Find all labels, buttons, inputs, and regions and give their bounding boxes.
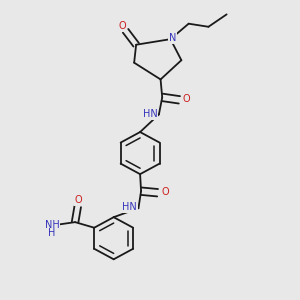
- Text: O: O: [183, 94, 190, 104]
- Text: O: O: [75, 196, 82, 206]
- Text: N: N: [169, 33, 176, 43]
- Text: NH: NH: [45, 220, 59, 230]
- Text: O: O: [118, 21, 126, 31]
- Text: H: H: [48, 228, 56, 238]
- Text: HN: HN: [122, 202, 137, 212]
- Text: O: O: [161, 187, 169, 197]
- Text: HN: HN: [143, 109, 158, 119]
